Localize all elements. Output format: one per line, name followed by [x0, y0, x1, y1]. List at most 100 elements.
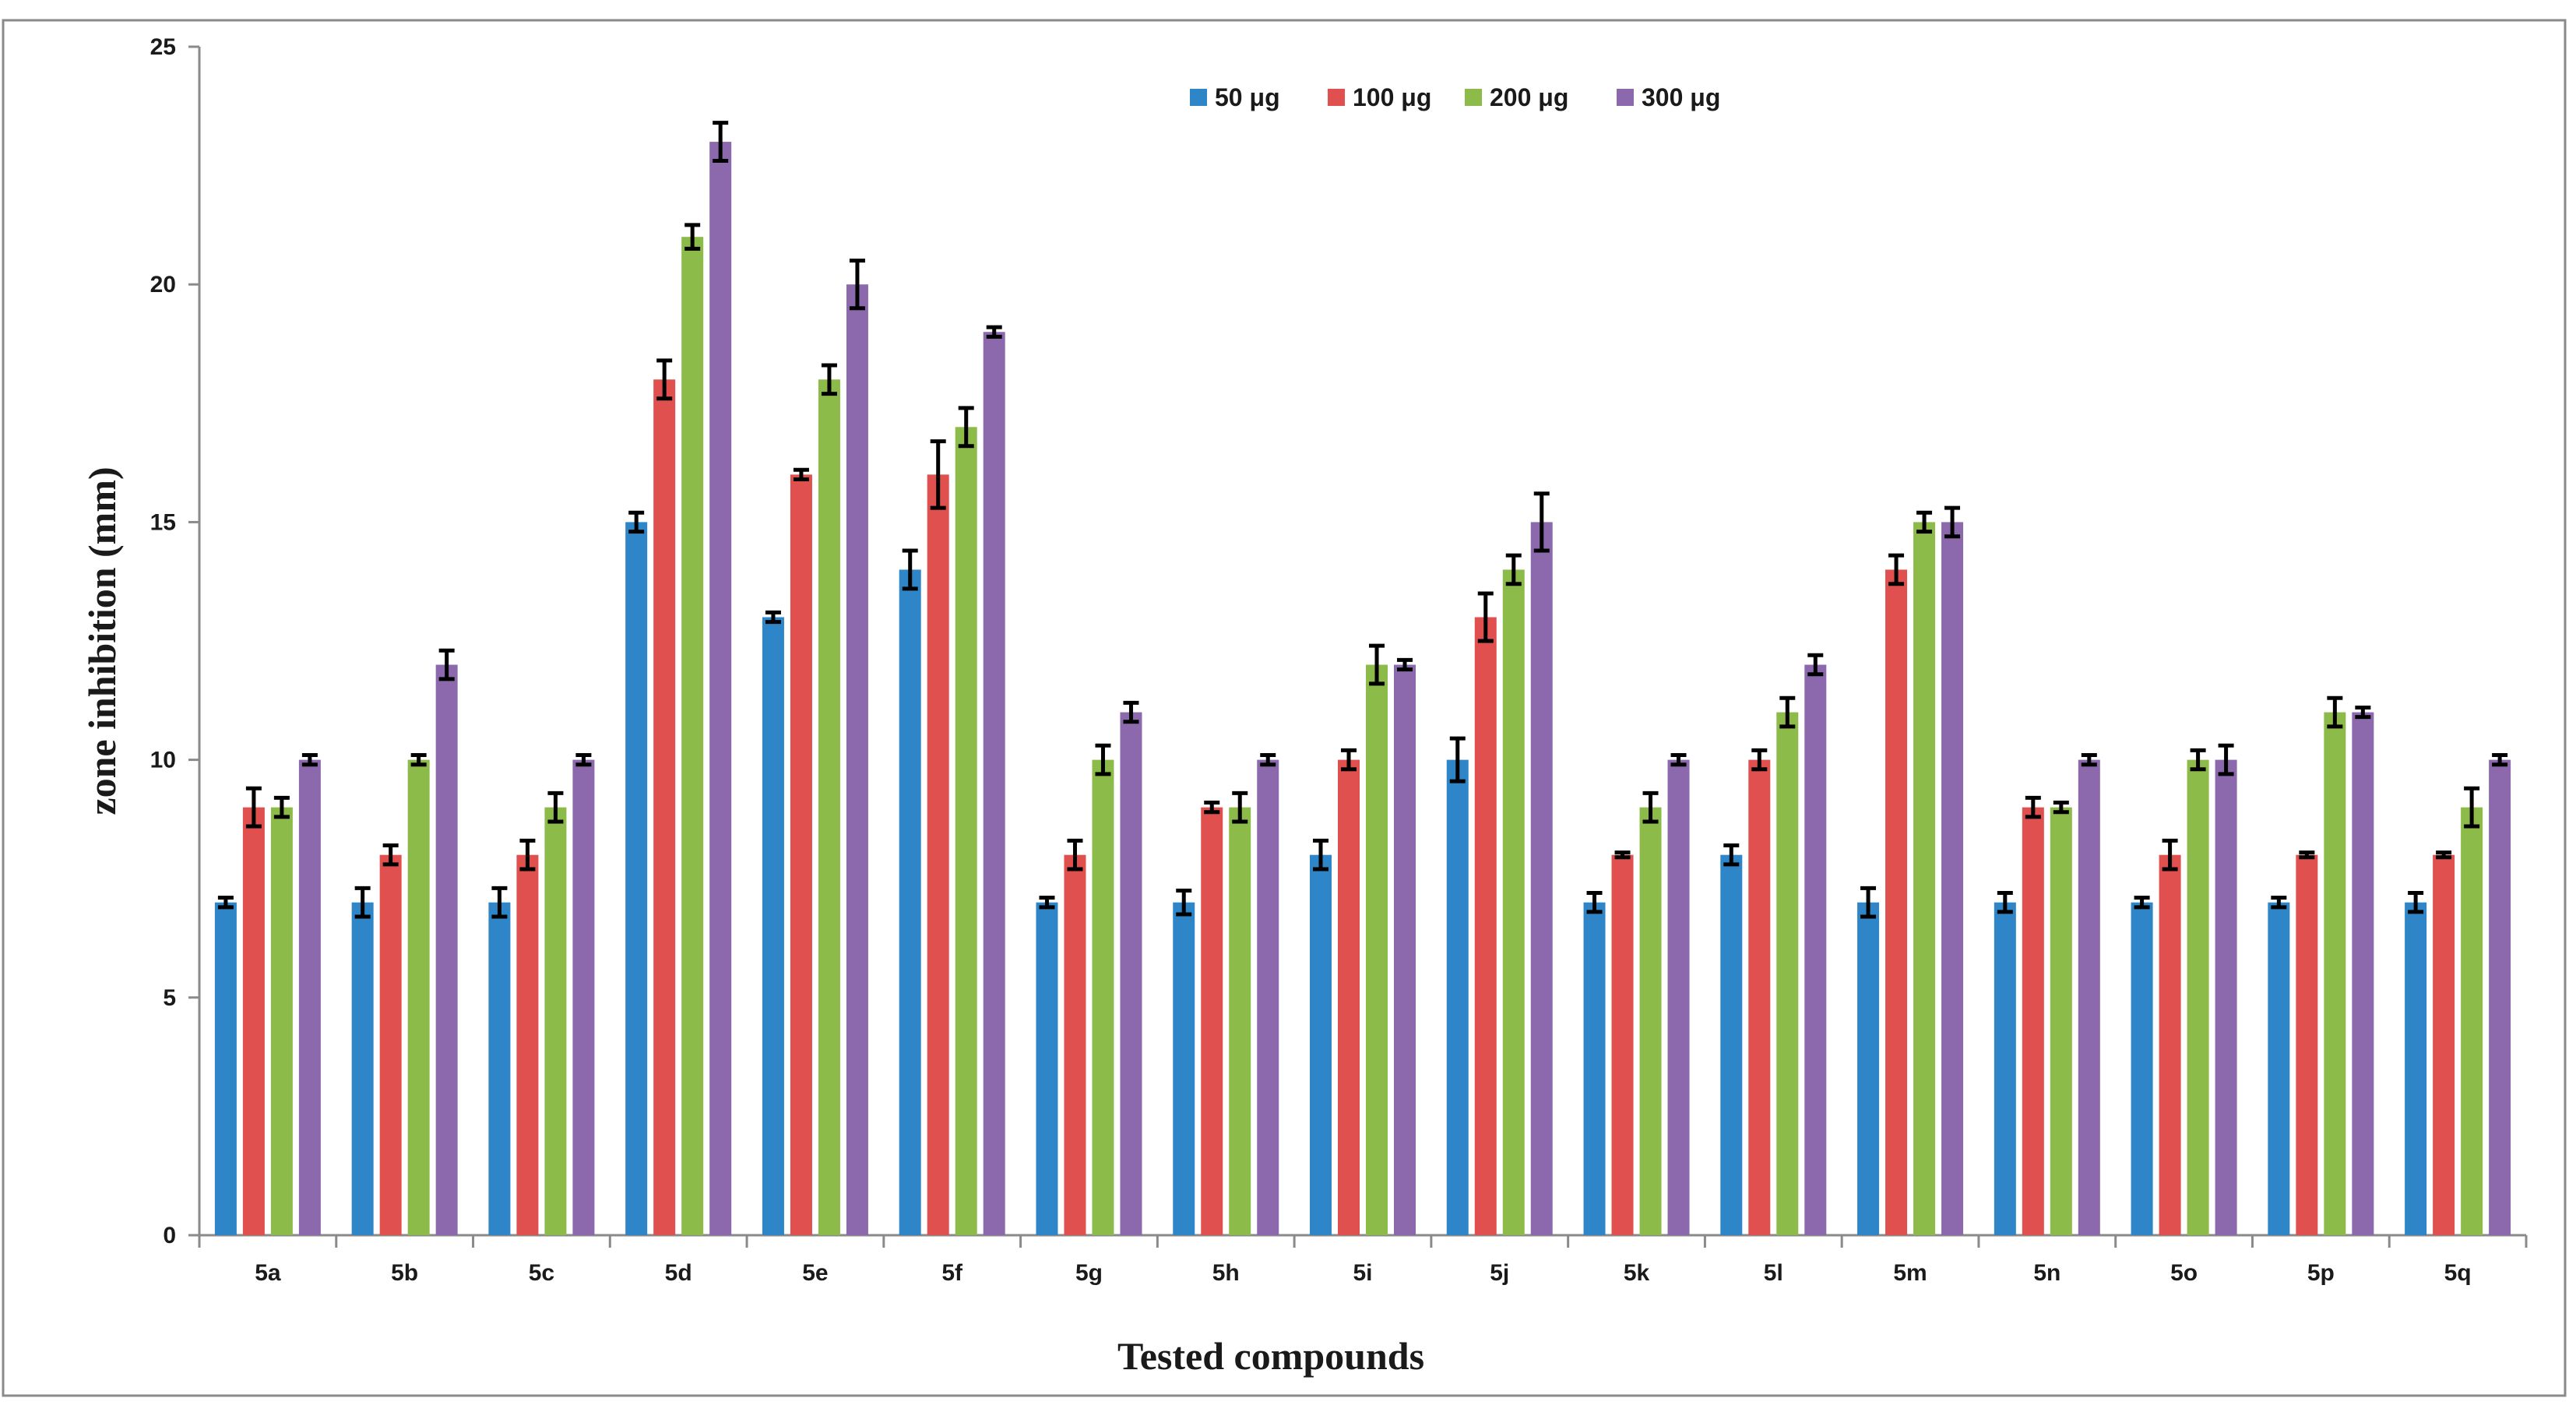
bar [298, 759, 321, 1235]
bar [2352, 712, 2374, 1235]
bar [1667, 759, 1690, 1235]
bar [544, 807, 567, 1235]
legend: 50 μg 100 μg 200 μg 300 μg [1190, 83, 1720, 111]
x-tick-label: 5a [255, 1260, 281, 1286]
bar [2268, 902, 2290, 1235]
bar [1776, 712, 1799, 1235]
y-tick-label: 25 [150, 34, 176, 60]
y-tick-label: 10 [150, 748, 176, 773]
bar [1229, 807, 1251, 1235]
bar [1257, 759, 1279, 1235]
x-tick-label: 5c [529, 1260, 554, 1286]
bar [2159, 854, 2181, 1235]
bar [1530, 522, 1553, 1235]
x-tick-label: 5g [1075, 1260, 1103, 1286]
y-tick-label: 20 [150, 272, 176, 298]
legend-swatch [1328, 89, 1345, 106]
bar [2187, 759, 2209, 1235]
x-tick-label: 5d [665, 1260, 692, 1286]
x-tick-label: 5o [2170, 1260, 2198, 1286]
bar [1611, 854, 1634, 1235]
x-tick-label: 5j [1490, 1260, 1509, 1286]
legend-label: 200 μg [1490, 83, 1568, 111]
legend-label: 300 μg [1642, 83, 1720, 111]
bar [1394, 664, 1416, 1235]
legend-swatch [1465, 89, 1482, 106]
bar [1201, 807, 1223, 1235]
bar [899, 569, 921, 1235]
bar [1748, 759, 1771, 1235]
bar [2022, 807, 2044, 1235]
bar [435, 664, 458, 1235]
bar [2215, 759, 2237, 1235]
bar [1720, 854, 1743, 1235]
bar [488, 902, 511, 1235]
bar [2405, 902, 2427, 1235]
y-axis: 0 5 10 15 20 25 [150, 34, 201, 1248]
bar [1804, 664, 1827, 1235]
bar [2489, 759, 2511, 1235]
y-tick-label: 5 [163, 985, 176, 1011]
legend-swatch [1190, 89, 1207, 106]
bar [214, 902, 237, 1235]
bar [407, 759, 430, 1235]
bar [1994, 902, 2016, 1235]
x-tick-label: 5l [1764, 1260, 1783, 1286]
legend-label: 100 μg [1353, 83, 1431, 111]
bar [2461, 807, 2483, 1235]
bar [1941, 522, 1964, 1235]
bar [1583, 902, 1606, 1235]
bar [572, 759, 595, 1235]
bar [625, 522, 648, 1235]
y-axis-title: zone inhibition (mm) [80, 467, 124, 815]
x-axis-title: Tested compounds [1117, 1334, 1424, 1378]
bar [983, 332, 1005, 1235]
bar [1502, 569, 1525, 1235]
legend-label: 50 μg [1215, 83, 1280, 111]
bar [955, 427, 977, 1235]
bar [2324, 712, 2346, 1235]
bar [1885, 569, 1908, 1235]
bar [270, 807, 293, 1235]
bar [653, 379, 676, 1235]
x-tick-label: 5b [391, 1260, 418, 1286]
x-tick-label: 5f [941, 1260, 963, 1286]
bar [1120, 712, 1142, 1235]
bars [214, 142, 2511, 1236]
bar [1173, 902, 1195, 1235]
x-tick-label: 5k [1624, 1260, 1650, 1286]
bar [1913, 522, 1936, 1235]
bar [927, 474, 949, 1235]
x-tick-label: 5i [1353, 1260, 1372, 1286]
bar [1857, 902, 1880, 1235]
bar [516, 854, 539, 1235]
error-bars [217, 121, 2508, 919]
bar [1446, 759, 1469, 1235]
bar [1474, 617, 1497, 1235]
bar [2131, 902, 2153, 1235]
x-tick-label: 5p [2307, 1260, 2335, 1286]
bar [846, 284, 868, 1236]
bar [1366, 664, 1388, 1235]
bar [762, 617, 784, 1235]
bar [2078, 759, 2100, 1235]
y-tick-label: 0 [163, 1223, 176, 1248]
bar [1338, 759, 1360, 1235]
x-tick-label: 5m [1893, 1260, 1927, 1286]
bar [681, 237, 704, 1235]
bar [818, 379, 840, 1235]
bar [2050, 807, 2072, 1235]
bar [709, 142, 732, 1236]
x-tick-label: 5h [1212, 1260, 1240, 1286]
bar [1639, 807, 1662, 1235]
bar [2433, 854, 2455, 1235]
bar [242, 807, 265, 1235]
x-tick-label: 5e [802, 1260, 828, 1286]
bar [379, 854, 402, 1235]
bar [1092, 759, 1114, 1235]
x-tick-label: 5n [2033, 1260, 2060, 1286]
y-tick-label: 15 [150, 509, 176, 535]
bar [1036, 902, 1058, 1235]
